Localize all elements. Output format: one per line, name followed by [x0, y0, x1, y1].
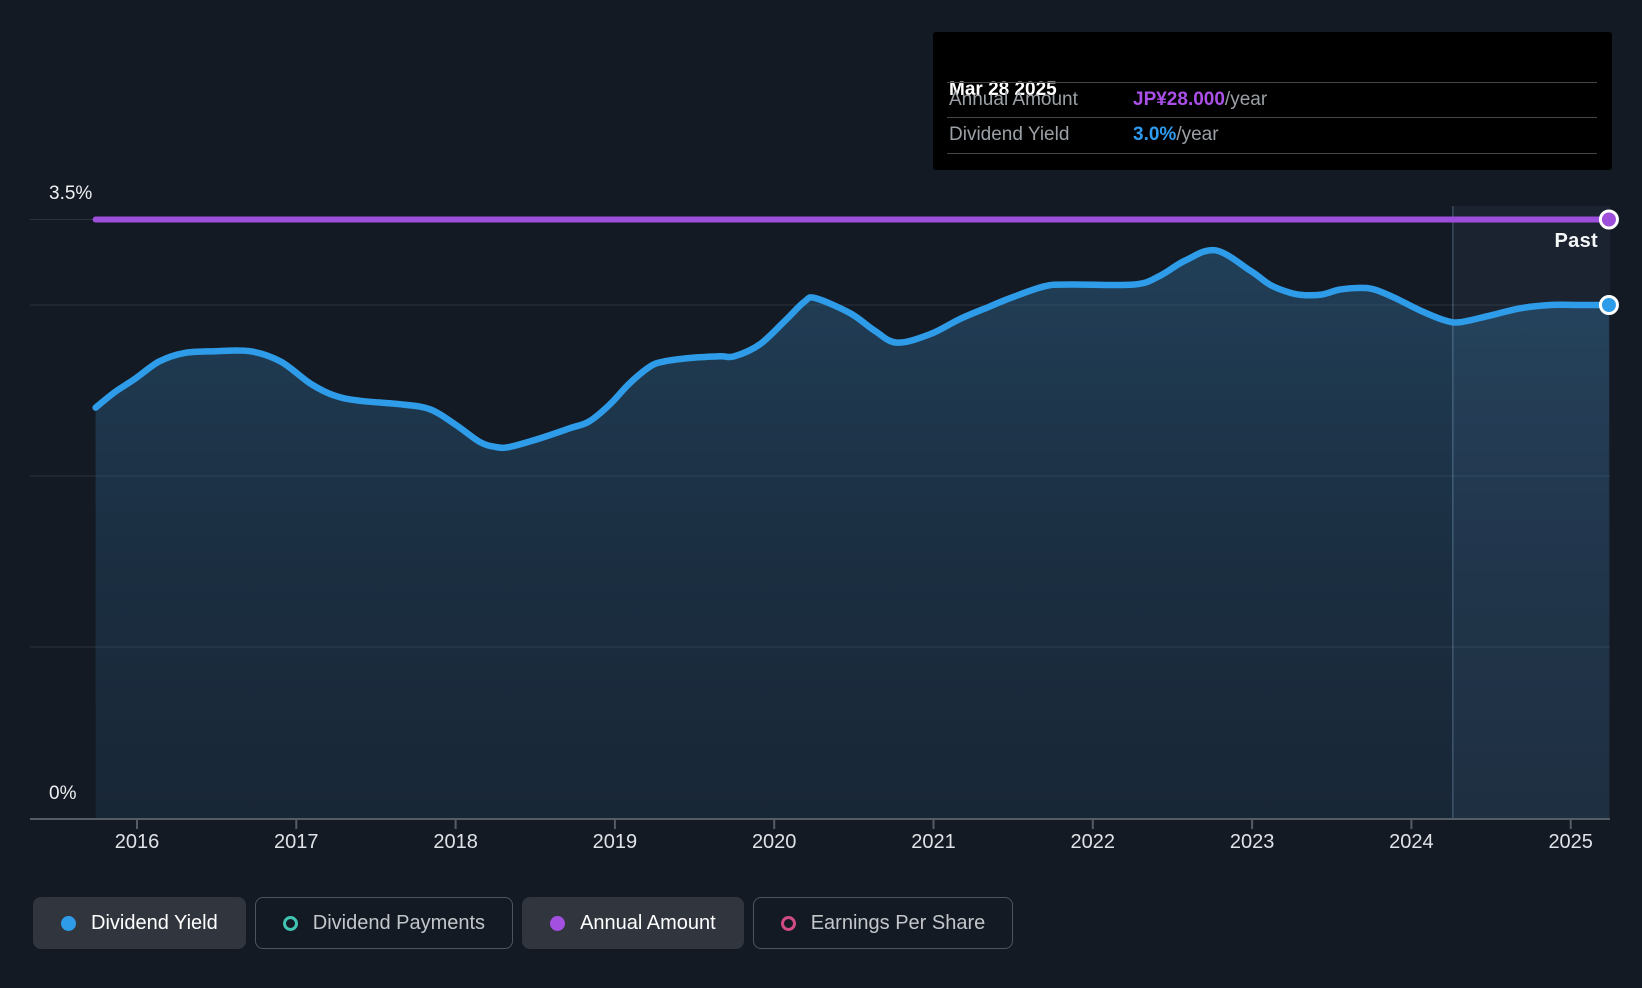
dividend-yield-area — [95, 250, 1609, 819]
y-axis-max-label: 3.5% — [49, 183, 93, 204]
tooltip-divider — [947, 153, 1597, 154]
annual-amount-end-marker — [1598, 209, 1619, 230]
legend-button-earnings-per-share[interactable]: Earnings Per Share — [752, 897, 1014, 949]
x-axis-label-2025: 2025 — [1548, 831, 1593, 853]
legend-label: Dividend Yield — [91, 911, 218, 934]
tooltip-row-annual-amount: Annual Amount JP¥28.000/year — [949, 89, 1597, 110]
past-region-label: Past — [1554, 230, 1598, 252]
tooltip-value: JP¥28.000 — [1133, 89, 1225, 110]
tooltip-divider — [947, 82, 1597, 83]
legend-button-dividend-yield[interactable]: Dividend Yield — [33, 897, 246, 949]
chart-tooltip: Mar 28 2025 Annual Amount JP¥28.000/year… — [933, 32, 1612, 170]
tooltip-divider — [947, 117, 1597, 118]
x-axis-label-2022: 2022 — [1070, 831, 1116, 853]
legend-button-dividend-payments[interactable]: Dividend Payments — [254, 897, 514, 949]
legend-dot-icon — [282, 915, 298, 931]
x-axis-label-2023: 2023 — [1229, 831, 1275, 853]
tooltip-date: Mar 28 2025 — [949, 79, 1057, 100]
tooltip-suffix: /year — [1176, 124, 1219, 145]
x-axis-label-2019: 2019 — [592, 831, 638, 853]
dividend-yield-end-marker — [1598, 295, 1619, 315]
x-axis-label-2016: 2016 — [114, 831, 160, 853]
y-axis-zero-label: 0% — [49, 783, 77, 804]
legend-dot-icon — [780, 915, 796, 931]
chart-legend: Dividend Yield Dividend Payments Annual Am… — [33, 897, 1014, 949]
tooltip-value: 3.0% — [1133, 124, 1177, 145]
tooltip-label: Dividend Yield — [949, 124, 1070, 145]
legend-dot-icon — [61, 915, 76, 931]
x-axis-label-2017: 2017 — [274, 831, 319, 853]
x-axis-label-2020: 2020 — [751, 831, 797, 853]
legend-button-annual-amount[interactable]: Annual Amount — [522, 897, 744, 949]
x-axis-label-2024: 2024 — [1389, 831, 1434, 853]
x-axis-label-2021: 2021 — [911, 831, 956, 853]
legend-label: Earnings Per Share — [810, 911, 986, 934]
dividend-yield-line — [92, 246, 1613, 452]
tooltip-label: Annual Amount — [949, 89, 1078, 110]
legend-label: Dividend Payments — [312, 911, 486, 934]
tooltip-row-dividend-yield: Dividend Yield 3.0%/year — [949, 124, 1597, 145]
x-axis-label-2018: 2018 — [433, 831, 478, 853]
tooltip-suffix: /year — [1224, 89, 1268, 110]
legend-label: Annual Amount — [580, 911, 716, 934]
legend-dot-icon — [550, 915, 566, 931]
past-highlight-band — [1452, 206, 1610, 818]
